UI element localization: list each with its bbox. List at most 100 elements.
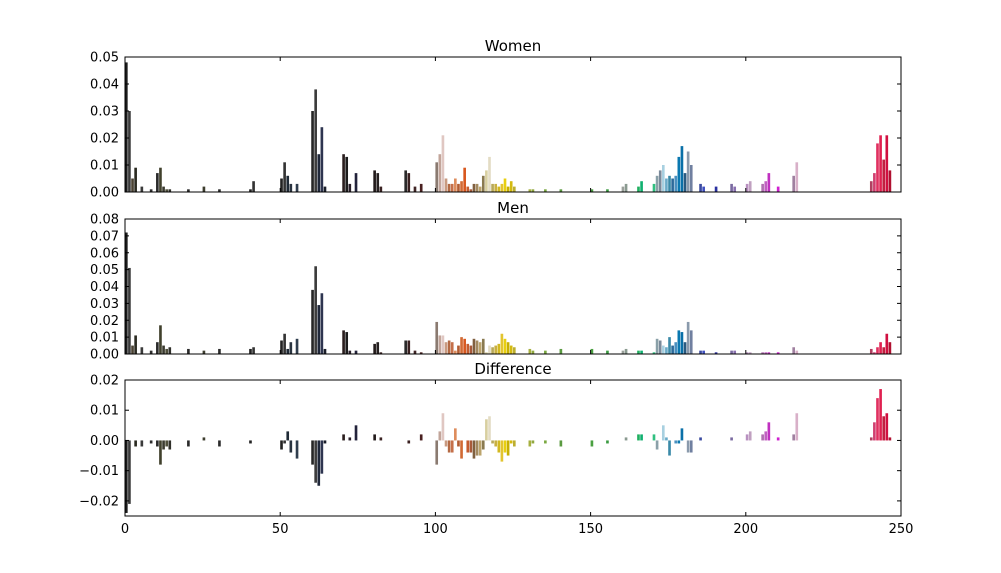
difference-xtick-label-5: 250	[889, 522, 914, 537]
difference-ytick-label-4: 0.02	[90, 374, 119, 389]
women-ytick-label-4: 0.04	[90, 78, 119, 93]
women-bar-88	[714, 186, 718, 192]
women-bar-60	[506, 186, 510, 192]
men-bar-32	[379, 352, 383, 354]
difference-bar-61	[606, 440, 609, 444]
men-bar-51	[478, 342, 482, 354]
difference-bar-89	[882, 416, 886, 441]
difference-bar-52	[503, 440, 507, 453]
women-bar-93	[761, 183, 764, 192]
men-bar-3	[134, 335, 137, 354]
women-bar-100	[873, 173, 876, 192]
difference-bar-40	[466, 440, 470, 453]
difference-bar-44	[478, 440, 482, 456]
women-bar-23	[317, 154, 321, 192]
difference-bar-7	[162, 440, 165, 450]
difference-bar-48	[491, 440, 494, 444]
difference-bar-78	[748, 431, 752, 441]
difference-bar-77	[745, 434, 749, 441]
men-bar-59	[503, 338, 507, 354]
women-ytick-label-0: 0.00	[90, 186, 119, 201]
men-bar-35	[413, 350, 417, 355]
women-bar-32	[379, 186, 383, 192]
women-bar-39	[441, 135, 445, 192]
men-bar-1	[128, 267, 131, 354]
women-bar-76	[661, 165, 665, 192]
difference-bar-12	[218, 440, 221, 447]
difference-bar-65	[652, 434, 656, 441]
men-bar-92	[748, 352, 752, 354]
difference-bar-56	[528, 440, 532, 447]
women-bar-43	[454, 178, 457, 192]
difference-bar-10	[187, 440, 190, 447]
women-bar-5	[149, 189, 153, 192]
men-axes-frame	[124, 218, 902, 355]
women-bar-11	[187, 189, 190, 192]
men-bar-50	[475, 340, 479, 354]
men-bar-45	[460, 337, 463, 355]
women-bar-58	[500, 183, 504, 192]
difference-bar-5	[156, 440, 159, 447]
difference-bar-2	[134, 440, 137, 447]
women-ytick-label-5: 0.05	[90, 51, 119, 66]
women-bar-48	[469, 189, 473, 192]
women-bar-97	[792, 175, 795, 192]
difference-bar-4	[149, 440, 153, 444]
men-bar-44	[457, 345, 460, 354]
women-bar-87	[702, 186, 705, 192]
men-bar-4	[140, 347, 144, 354]
difference-bar-47	[488, 416, 491, 441]
difference-bar-39	[460, 440, 463, 459]
men-bar-100	[873, 352, 876, 354]
women-bar-10	[168, 189, 172, 192]
women-bar-68	[606, 189, 609, 192]
men-bar-105	[888, 342, 892, 354]
women-bar-25	[323, 186, 327, 192]
difference-bar-15	[283, 440, 286, 444]
difference-bar-79	[761, 434, 764, 441]
men-bar-27	[345, 332, 349, 354]
men-bar-89	[730, 350, 733, 355]
men-bar-83	[683, 342, 687, 354]
women-bar-82	[680, 146, 684, 192]
women-bar-99	[869, 181, 873, 192]
women-bar-44	[457, 183, 460, 192]
men-bar-24	[320, 293, 324, 354]
women-bar-54	[488, 156, 491, 192]
men-bar-19	[289, 342, 293, 354]
women-bar-12	[202, 186, 206, 192]
men-bar-16	[280, 340, 283, 354]
men-bar-2	[131, 345, 134, 354]
difference-bar-90	[885, 413, 889, 441]
women-bar-0	[125, 62, 128, 193]
women-bar-15	[252, 181, 255, 192]
men-bar-87	[702, 350, 705, 355]
men-bar-68	[606, 350, 609, 355]
difference-bar-91	[888, 437, 892, 441]
difference-bar-35	[447, 440, 451, 453]
women-bar-20	[295, 183, 299, 192]
men-bar-11	[187, 348, 190, 354]
men-bar-43	[454, 350, 457, 355]
men-bar-73	[652, 352, 656, 354]
women-bar-64	[531, 189, 535, 192]
difference-axes-frame	[124, 379, 902, 517]
men-bar-28	[348, 350, 352, 355]
difference-bar-73	[686, 440, 690, 453]
women-bar-63	[528, 189, 532, 192]
men-bar-34	[407, 340, 411, 354]
women-bar-46	[463, 167, 466, 192]
women-bar-55	[491, 183, 494, 192]
difference-bar-43	[475, 440, 479, 456]
men-bar-98	[795, 350, 799, 355]
men-bar-76	[661, 345, 665, 354]
men-bar-63	[528, 348, 532, 354]
difference-bar-85	[869, 437, 873, 441]
women-bar-57	[497, 186, 501, 192]
women-bar-96	[776, 186, 780, 192]
men-bar-66	[559, 348, 563, 354]
men-bar-15	[252, 347, 255, 354]
women-bar-28	[348, 183, 352, 192]
men-bar-67	[590, 348, 594, 354]
men-bar-103	[882, 347, 886, 354]
